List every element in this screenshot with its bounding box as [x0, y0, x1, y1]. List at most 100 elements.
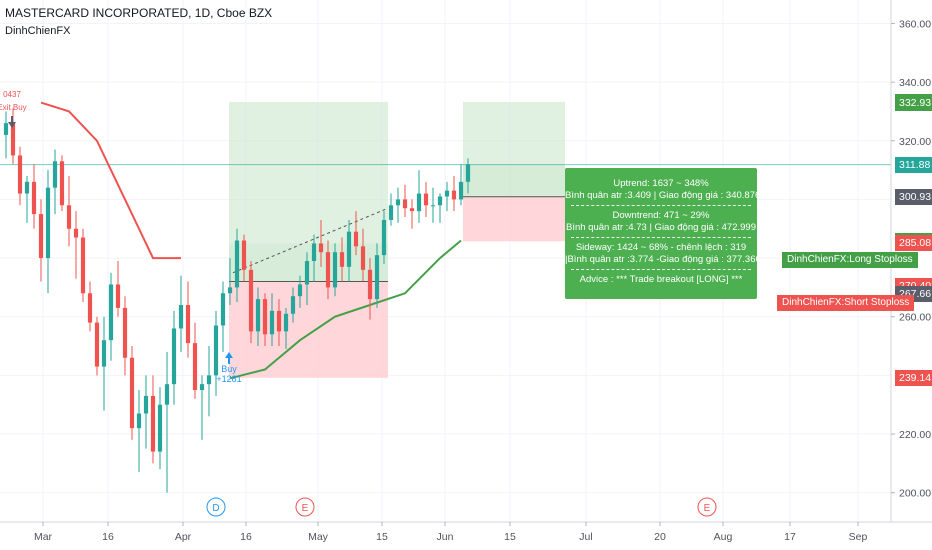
time-axis-label: Aug — [714, 531, 733, 543]
candle-body — [136, 413, 142, 429]
chart-title: MASTERCARD INCORPORATED, 1D, Cboe BZX — [5, 6, 273, 20]
time-axis-label: 16 — [240, 531, 252, 543]
time-axis-label: May — [308, 531, 329, 543]
candle-body — [178, 304, 184, 329]
candle-body — [206, 375, 212, 385]
candle-body — [80, 237, 86, 294]
buy-arrow — [225, 352, 233, 364]
candle-body — [52, 161, 58, 188]
candle-body — [171, 328, 177, 385]
candle-body — [451, 190, 457, 200]
event-marker-label: D — [212, 503, 219, 514]
chart-annotations: D E E Buy+1281 0437 Exit Buy — [0, 90, 717, 517]
candle-body — [255, 299, 261, 332]
candle-body — [423, 193, 429, 206]
position-zone — [229, 281, 388, 378]
sideway-line: Sideway: 1424 ~ 68% - chênh lệch : 319 — [575, 242, 747, 253]
long-stoploss-label: DinhChienFX:Long Stoploss — [782, 252, 918, 268]
candle-body — [241, 240, 247, 270]
buy-value: +1281 — [216, 374, 241, 384]
candle-body — [416, 193, 422, 212]
candle-body — [269, 310, 275, 335]
candle-body — [150, 395, 156, 452]
price-axis-label: 360.00 — [899, 18, 931, 30]
candle-body — [129, 357, 135, 429]
candle-body — [318, 243, 324, 253]
position-zones — [229, 101, 565, 378]
chart-header: MASTERCARD INCORPORATED, 1D, Cboe BZX Di… — [5, 6, 272, 37]
time-axis-label: Jun — [437, 531, 454, 543]
price-axis-label: 200.00 — [899, 488, 931, 500]
advice-line: Advice : *** Trade breakout [LONG] *** — [579, 274, 743, 285]
event-marker — [697, 497, 717, 517]
candle-body — [262, 299, 268, 335]
candle-body — [87, 293, 93, 323]
candle-body — [430, 205, 436, 207]
candle-body — [409, 208, 415, 212]
indicator-name: DinhChienFX — [5, 25, 71, 37]
candle-body — [10, 123, 16, 156]
separator — [571, 205, 751, 207]
candle-body — [360, 246, 366, 270]
stats-box: Uptrend: 1637 ~ 348% Bình quân atr :3.40… — [565, 168, 761, 299]
price-tag: 285.08 — [895, 235, 932, 252]
price-tag: 300.93 — [895, 188, 932, 205]
event-marker — [206, 497, 226, 517]
position-zone — [463, 164, 565, 197]
time-axis-label: Apr — [175, 531, 192, 543]
candle-body — [395, 199, 401, 206]
event-marker — [295, 497, 315, 517]
event-marker-label: E — [704, 503, 711, 514]
stoploss-line-0 — [229, 239, 462, 380]
candle-body — [213, 325, 219, 376]
candle-body — [248, 269, 254, 332]
time-axis-label: 15 — [504, 531, 516, 543]
candle-body — [38, 214, 44, 259]
candle-body — [115, 284, 121, 308]
candle-body — [332, 252, 338, 288]
time-axis-label: 16 — [102, 531, 114, 543]
candle-body — [45, 187, 51, 259]
event-marker-label: E — [302, 503, 309, 514]
time-axis-label: 20 — [654, 531, 666, 543]
candle-body — [220, 293, 226, 326]
candle-body — [59, 161, 65, 206]
price-tag: 332.93 — [895, 94, 932, 111]
candle-body — [73, 228, 79, 238]
candle-body — [3, 123, 9, 135]
time-axis-label: Sep — [849, 531, 868, 543]
candle-body — [304, 261, 310, 285]
candle-body — [311, 243, 317, 261]
downtrend-line: Downtrend: 471 ~ 29% — [612, 210, 710, 221]
separator — [571, 269, 751, 271]
time-axis-label: 15 — [376, 531, 388, 543]
position-zone — [463, 101, 565, 165]
uptrend-line: Uptrend: 1637 ~ 348% — [613, 178, 709, 189]
time-axis: Mar 16 Apr 16 May 15 Jun 15 Jul 20 Aug 17 Sep — [34, 522, 868, 543]
candle-body — [346, 231, 352, 267]
time-axis-label: Jul — [579, 531, 592, 543]
candle-body — [402, 199, 408, 209]
exit-arrow — [8, 116, 16, 128]
candle-body — [164, 384, 170, 405]
candle-body — [325, 252, 331, 288]
stoploss-line-1 — [40, 101, 181, 260]
time-axis-label: 17 — [784, 531, 796, 543]
candle-body — [199, 384, 205, 391]
candle-body — [66, 205, 72, 229]
candle-body — [465, 164, 471, 182]
sideway-detail: |Bình quân atr :3.774 -Giao động giá : 3… — [565, 254, 761, 265]
candle-body — [283, 313, 289, 332]
candle-body — [108, 284, 114, 341]
price-axis-label: 220.00 — [899, 429, 931, 441]
candle-body — [290, 296, 296, 314]
buy-label: Buy — [221, 364, 237, 374]
price-tag: 311.88 — [895, 156, 932, 173]
separator — [571, 237, 751, 239]
downtrend-detail: Bình quân atr :4.73 | Giao động giá : 47… — [566, 222, 756, 233]
candle-body — [192, 343, 198, 391]
candle-body — [276, 310, 282, 332]
candle-body — [122, 307, 128, 358]
stoploss-lines — [40, 101, 462, 380]
